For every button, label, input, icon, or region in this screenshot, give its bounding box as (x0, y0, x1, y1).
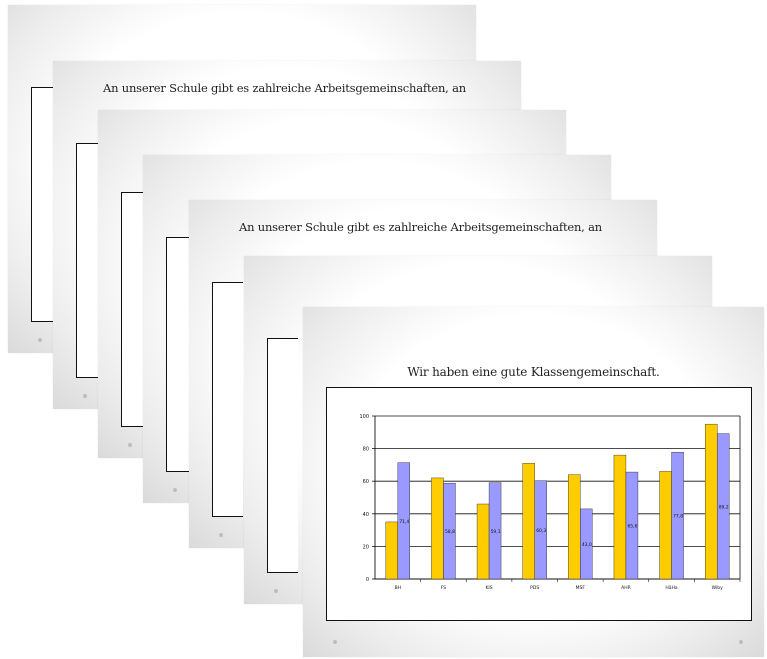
category-label: Wiby (712, 585, 723, 591)
slide-content-frame (212, 282, 243, 517)
y-tick-label: 100 (359, 414, 369, 420)
category-label: HäHa (665, 585, 678, 591)
category-label: PDS (530, 585, 539, 591)
slide-dot (173, 488, 177, 492)
category-label: AHR (621, 585, 631, 591)
category-label: KIS (485, 585, 492, 591)
bar-chart: 0 20 40 60 80 100 71,4 BH 58,8 FS 59,1 KIS 60,3 PDS 43… (327, 388, 751, 620)
slide-dot (274, 589, 278, 593)
bar-series-1 (477, 504, 489, 579)
data-label: 89,2 (719, 504, 729, 510)
slide-dot-right (739, 640, 743, 644)
data-label: 65,6 (627, 524, 637, 530)
chart-frame: 0 20 40 60 80 100 71,4 BH 58,8 FS 59,1 KIS 60,3 PDS 43… (326, 387, 752, 621)
slide-dot (128, 443, 132, 447)
slide-caption: An unserer Schule gibt es zahlreiche Arb… (239, 220, 602, 234)
data-label: 60,3 (536, 528, 546, 534)
data-label: 77,8 (673, 514, 683, 520)
y-tick-label: 40 (363, 512, 369, 518)
data-label: 59,1 (491, 529, 501, 535)
y-tick-label: 80 (363, 447, 369, 453)
slide-caption: Wir haben eine gute Klassengemeinschaft. (303, 365, 764, 379)
slide-dot (219, 533, 223, 537)
bar-series-1 (386, 522, 398, 579)
category-label: MSF (576, 585, 586, 591)
data-label: 43,0 (582, 542, 592, 548)
slide-content-frame (267, 338, 298, 573)
data-label: 58,8 (445, 529, 455, 535)
y-tick-label: 0 (366, 577, 369, 583)
bar-series-1 (523, 463, 535, 579)
bar-series-1 (660, 471, 672, 579)
slide-dot (38, 338, 42, 342)
bar-series-1 (431, 478, 443, 579)
bar-series-1 (705, 424, 717, 579)
bar-series-1 (568, 475, 580, 579)
slide-dot (83, 394, 87, 398)
category-label: FS (441, 585, 447, 591)
slide-caption: An unserer Schule gibt es zahlreiche Arb… (103, 81, 466, 95)
category-label: BH (395, 585, 401, 591)
y-tick-label: 20 (363, 544, 369, 550)
slide-thumbnail-7[interactable]: Wir haben eine gute Klassengemeinschaft.… (303, 307, 764, 657)
y-tick-label: 60 (363, 479, 369, 485)
bar-series-1 (614, 455, 626, 579)
data-label: 71,4 (399, 519, 409, 525)
slide-dot-left (333, 640, 337, 644)
